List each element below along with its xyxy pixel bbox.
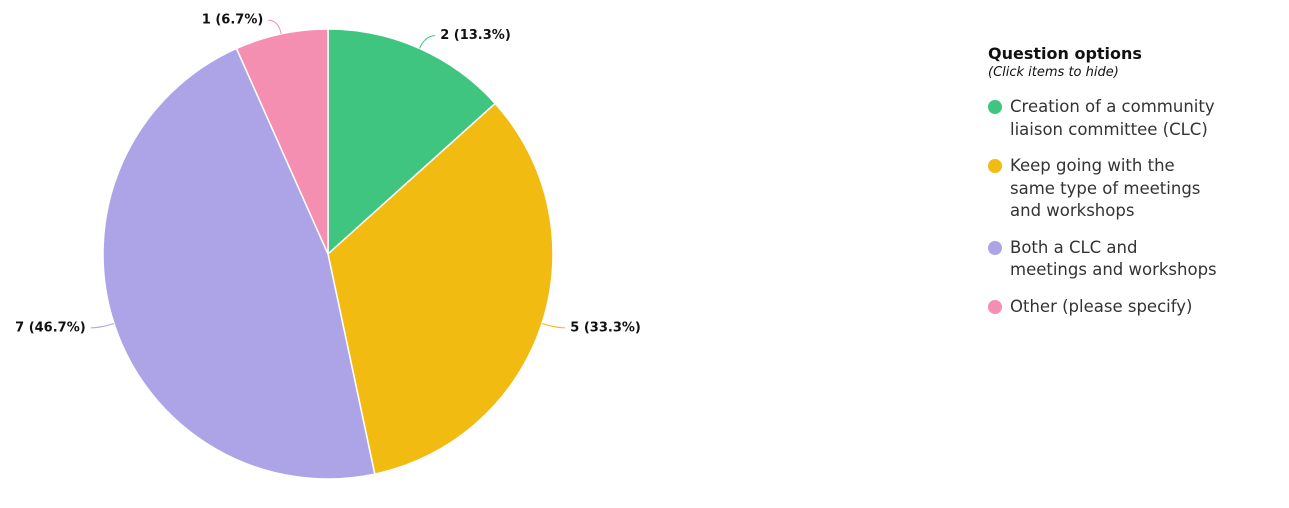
legend-marker [988,240,1002,255]
legend-marker [988,159,1002,173]
data-label: 7 (46.7%) [15,320,86,335]
legend-subtitle: (Click items to hide) [988,65,1119,80]
legend-label: Creation of a community liaison committe… [1010,97,1215,139]
leader-line [419,35,436,49]
legend-item[interactable]: Keep going with the same type of meeting… [988,155,1218,223]
leader-line [268,19,282,35]
legend-marker [988,299,1002,314]
data-label: 5 (33.3%) [570,320,641,335]
legend-label: Keep going with the same type of meeting… [1010,156,1201,220]
data-label: 1 (6.7%) [202,13,264,28]
legend-item[interactable]: Creation of a community liaison committe… [988,96,1218,141]
legend-label: Both a CLC and meetings and workshops [1010,237,1217,280]
leader-line [541,323,566,329]
legend-label: Other (please specify) [1010,296,1193,316]
legend-item[interactable]: Both a CLC and meetings and workshops [988,237,1218,282]
legend-item[interactable]: Other (please specify) [988,296,1218,319]
data-label: 2 (13.3%) [440,28,511,43]
pie-slice [327,102,554,475]
pie-slice [102,47,376,480]
legend: Question options (Click items to hide) C… [988,44,1248,332]
chart: 2 (13.3%) 5 (33.3%) 7 (46.7%) 1 (6.7%) [15,13,641,480]
leader-line [90,323,115,329]
legend-title: Question options [988,44,1142,63]
legend-marker [988,100,1002,114]
